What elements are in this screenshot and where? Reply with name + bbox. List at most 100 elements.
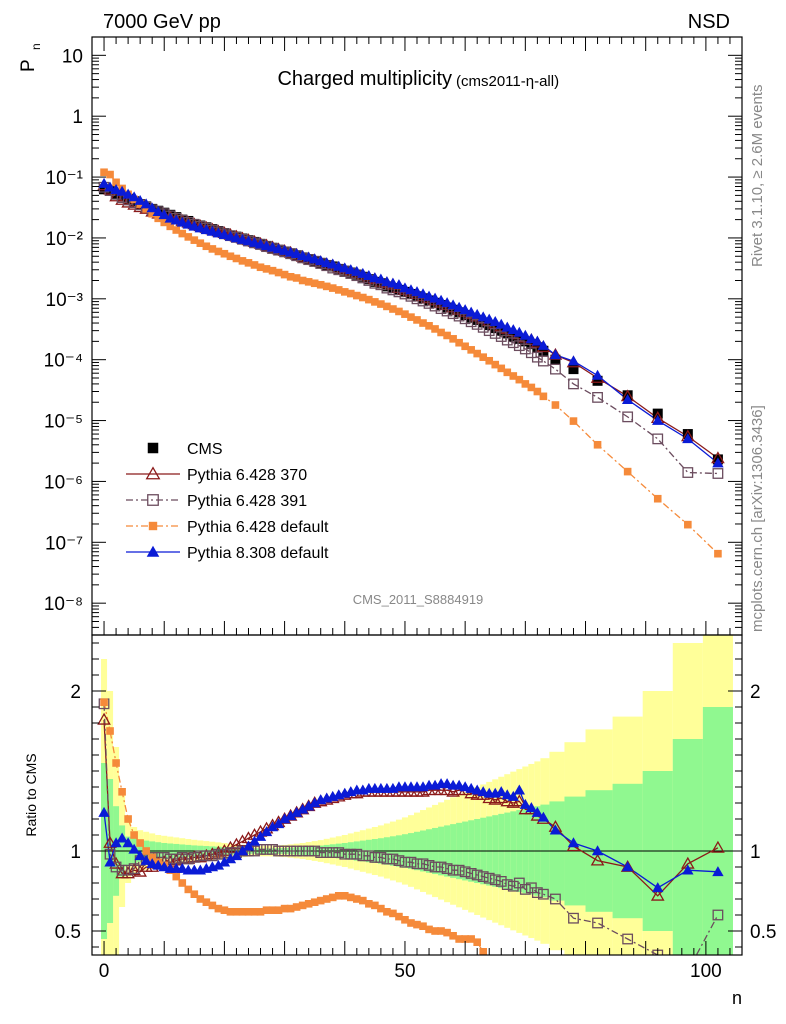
main-point-pythia-8-308-default (441, 297, 453, 308)
ratio-point-pythia-6-428-391 (531, 887, 543, 898)
main-y-axis-label: P (18, 59, 39, 72)
ratio-point-pythia-6-428-default (124, 815, 132, 823)
main-point-pythia-6-428-default (407, 313, 415, 321)
ratio-point-pythia-8-308-default (549, 824, 562, 835)
ratio-point-pythia-8-308-default (519, 798, 532, 809)
main-point-pythia-6-428-default (521, 380, 530, 388)
ratio-point-pythia-6-428-default (377, 904, 385, 913)
rivet-version-label: Rivet 3.1.10, ≥ 2.6M events (749, 85, 766, 268)
main-y-tick-label: 10⁻⁵ (44, 412, 83, 433)
main-point-pythia-6-428-391 (495, 331, 507, 342)
main-point-pythia-6-428-391 (531, 351, 543, 363)
ratio-y-tick-label-left: 1 (70, 842, 81, 863)
ratio-point-pythia-6-428-default (118, 788, 126, 796)
ratio-y-axis-label: Ratio to CMS (23, 753, 39, 836)
x-axis-label: n (732, 988, 742, 1008)
ratio-point-pythia-8-308-default (712, 866, 724, 877)
main-point-pythia-6-428-default (250, 261, 259, 269)
ratio-point-pythia-6-428-default (401, 916, 409, 924)
ratio-point-pythia-6-428-default (106, 727, 114, 735)
main-point-pythia-8-308-default (501, 321, 513, 332)
main-point-pythia-6-428-default (383, 302, 391, 311)
main-point-pythia-8-308-default (453, 301, 465, 312)
main-point-pythia-6-428-default (413, 316, 421, 324)
main-point-pythia-8-308-default (122, 188, 134, 199)
main-point-pythia-6-428-default (419, 319, 427, 327)
ratio-point-pythia-6-428-391 (261, 844, 272, 855)
main-point-pythia-6-428-default (304, 278, 313, 286)
main-point-pythia-8-308-default (429, 292, 441, 303)
ratio-point-pythia-6-428-391 (381, 853, 393, 865)
main-point-pythia-6-428-default (298, 276, 307, 285)
main-point-pythia-6-428-default (310, 279, 319, 288)
ratio-point-pythia-6-428-391 (315, 847, 327, 858)
ratio-point-pythia-6-428-default (425, 925, 433, 934)
ratio-point-pythia-6-428-default (389, 909, 397, 918)
legend-item-pythia-6-428-391: Pythia 6.428 391 (126, 493, 307, 510)
main-point-pythia-6-428-391 (489, 328, 501, 339)
main-point-pythia-6-428-default (551, 401, 560, 409)
main-point-pythia-6-428-391 (682, 467, 694, 478)
main-point-pythia-6-428-default (497, 364, 506, 373)
main-point-pythia-6-428-default (226, 252, 235, 261)
ratio-point-pythia-6-428-391 (459, 866, 471, 878)
main-point-pythia-6-428-default (569, 417, 578, 425)
main-point-pythia-8-308-default (128, 191, 140, 202)
main-point-pythia-6-428-default (208, 245, 217, 253)
ratio-point-pythia-6-428-default (220, 906, 229, 914)
main-point-pythia-6-428-default (328, 284, 337, 292)
main-point-pythia-6-428-default (100, 168, 108, 177)
main-point-pythia-6-428-default (684, 520, 692, 529)
main-point-pythia-6-428-default (256, 263, 265, 272)
main-point-pythia-8-308-default (712, 457, 724, 468)
ratio-point-pythia-6-428-391 (249, 845, 260, 857)
main-point-pythia-6-428-default (160, 218, 169, 227)
main-point-pythia-8-308-default (315, 255, 327, 266)
ratio-point-pythia-8-308-default (495, 786, 507, 797)
main-point-pythia-6-428-391 (592, 392, 603, 403)
main-point-pythia-6-428-391 (513, 340, 525, 352)
ratio-point-pythia-6-428-391 (537, 888, 549, 900)
main-point-pythia-8-308-default (447, 299, 459, 310)
header-process-label: NSD (688, 11, 730, 33)
ratio-point-pythia-6-428-default (268, 906, 277, 914)
ratio-point-pythia-8-308-default (212, 859, 225, 870)
legend-marker (145, 466, 161, 480)
ratio-point-pythia-6-428-391 (363, 850, 375, 862)
main-point-pythia-6-428-default (178, 229, 187, 238)
main-y-tick-label: 10⁻⁷ (45, 533, 83, 554)
main-point-pythia-6-428-default (190, 236, 199, 244)
main-point-pythia-6-428-default (509, 372, 518, 380)
ratio-point-pythia-6-428-370 (711, 840, 725, 853)
ratio-point-pythia-6-428-default (479, 948, 488, 955)
main-point-pythia-6-428-default (653, 494, 662, 503)
main-point-pythia-8-308-default (104, 181, 116, 192)
main-point-cms (592, 375, 603, 386)
legend: CMS Pythia 6.428 370 Pythia 6.428 391 Pythi… (126, 441, 329, 562)
main-point-pythia-8-308-default (393, 279, 405, 290)
main-point-pythia-6-428-391 (537, 355, 549, 367)
main-point-pythia-6-428-391 (622, 411, 634, 423)
ratio-point-pythia-6-428-default (178, 879, 187, 887)
main-point-pythia-8-308-default (459, 304, 471, 315)
ratio-point-pythia-6-428-391 (188, 852, 200, 863)
main-point-pythia-6-428-391 (550, 363, 561, 375)
ratio-point-pythia-6-428-default (232, 908, 241, 916)
ratio-point-pythia-6-428-370 (127, 863, 141, 876)
ratio-point-pythia-6-428-default (449, 932, 457, 940)
main-y-tick-label: 10⁻⁸ (44, 594, 83, 615)
ratio-point-pythia-8-308-default (260, 826, 273, 837)
ratio-point-pythia-6-428-default (346, 893, 355, 902)
main-point-pythia-8-308-default (116, 185, 128, 196)
main-point-pythia-6-428-default (268, 266, 277, 275)
main-point-pythia-6-428-default (449, 335, 457, 343)
ratio-point-pythia-8-308-default (218, 856, 231, 867)
ratio-uncertainty-bands (101, 635, 733, 955)
ratio-point-pythia-6-428-370 (121, 866, 135, 879)
main-point-pythia-8-308-default (158, 209, 170, 220)
main-point-pythia-6-428-default (467, 346, 475, 354)
ratio-point-pythia-6-428-default (461, 935, 469, 943)
mcplots-label: mcplots.cern.ch [arXiv:1306.3436] (749, 405, 766, 632)
main-point-pythia-8-308-default (682, 433, 694, 444)
main-point-pythia-6-428-default (443, 331, 451, 340)
